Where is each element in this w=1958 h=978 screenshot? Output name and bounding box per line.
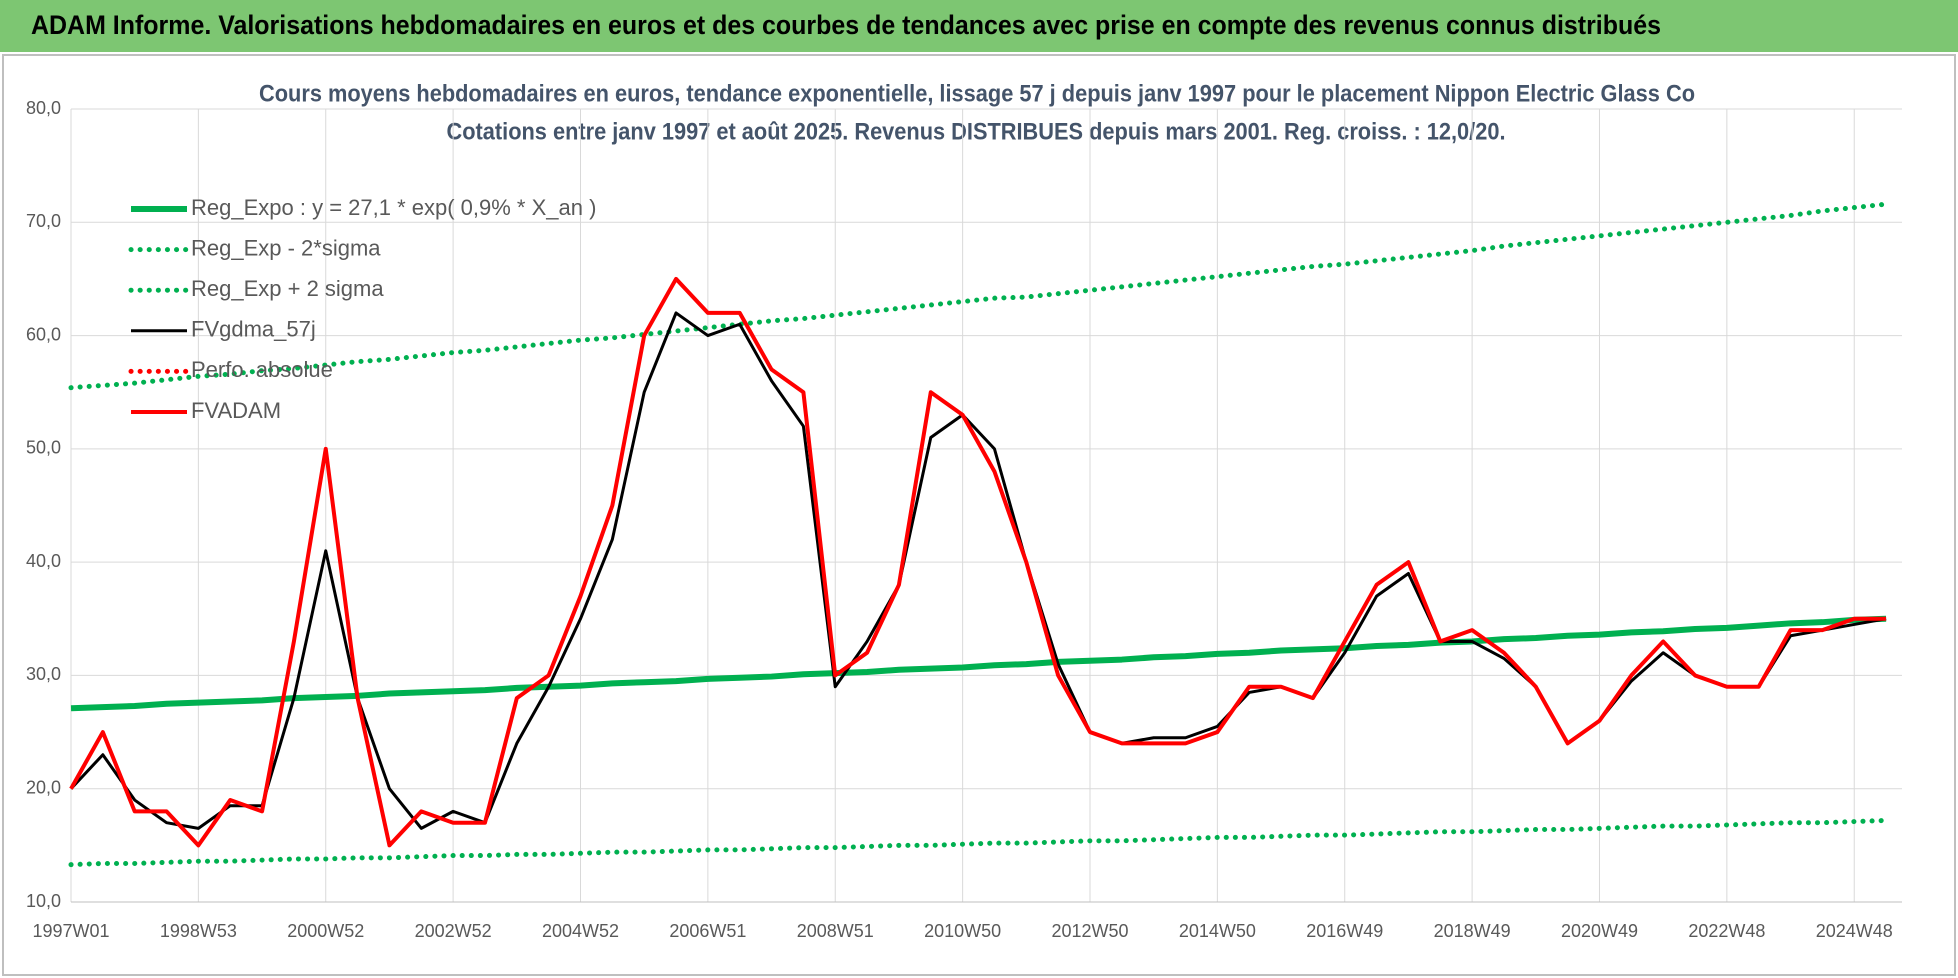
chart-frame bbox=[2, 54, 1956, 976]
x-tick-label: 2018W49 bbox=[1434, 921, 1511, 941]
y-tick-label: 40,0 bbox=[26, 551, 61, 571]
x-tick-label: 2000W52 bbox=[287, 921, 364, 941]
series-line bbox=[69, 276, 1887, 848]
x-tick-label: 2006W51 bbox=[669, 921, 746, 941]
x-tick-label: 2022W48 bbox=[1688, 921, 1765, 941]
x-tick-label: 2010W50 bbox=[924, 921, 1001, 941]
x-tick-label: 2016W49 bbox=[1306, 921, 1383, 941]
x-tick-label: 2020W49 bbox=[1561, 921, 1638, 941]
chart-title: Cours moyens hebdomadaires en euros, ten… bbox=[259, 80, 1695, 107]
header-bar bbox=[0, 0, 1958, 52]
x-tick-label: 1997W01 bbox=[32, 921, 109, 941]
legend-label: Reg_Expo : y = 27,1 * exp( 0,9% * X_an ) bbox=[191, 195, 596, 220]
x-tick-label: 2004W52 bbox=[542, 921, 619, 941]
x-tick-label: 2024W48 bbox=[1816, 921, 1893, 941]
y-tick-label: 80,0 bbox=[26, 98, 61, 118]
y-tick-label: 70,0 bbox=[26, 211, 61, 231]
y-tick-label: 60,0 bbox=[26, 324, 61, 344]
x-tick-label: 2008W51 bbox=[797, 921, 874, 941]
legend-label: Perfo. absolue bbox=[191, 357, 333, 382]
y-tick-label: 50,0 bbox=[26, 438, 61, 458]
legend-label: Reg_Exp + 2 sigma bbox=[191, 276, 384, 301]
header-title: ADAM Informe. Valorisations hebdomadaire… bbox=[31, 10, 1661, 40]
y-tick-label: 30,0 bbox=[26, 664, 61, 684]
chart-subtitle: Cotations entre janv 1997 et août 2025. … bbox=[447, 118, 1506, 145]
x-tick-label: 2014W50 bbox=[1179, 921, 1256, 941]
x-tick-label: 2012W50 bbox=[1051, 921, 1128, 941]
legend-label: Reg_Exp - 2*sigma bbox=[191, 235, 381, 260]
legend-label: FVADAM bbox=[191, 398, 281, 423]
y-tick-label: 20,0 bbox=[26, 777, 61, 797]
x-tick-label: 1998W53 bbox=[160, 921, 237, 941]
legend-label: FVgdma_57j bbox=[191, 317, 316, 342]
series-line bbox=[68, 201, 1889, 391]
series-line bbox=[70, 615, 1887, 712]
y-tick-label: 10,0 bbox=[26, 891, 61, 911]
series-line bbox=[68, 817, 1889, 868]
x-tick-label: 2002W52 bbox=[415, 921, 492, 941]
